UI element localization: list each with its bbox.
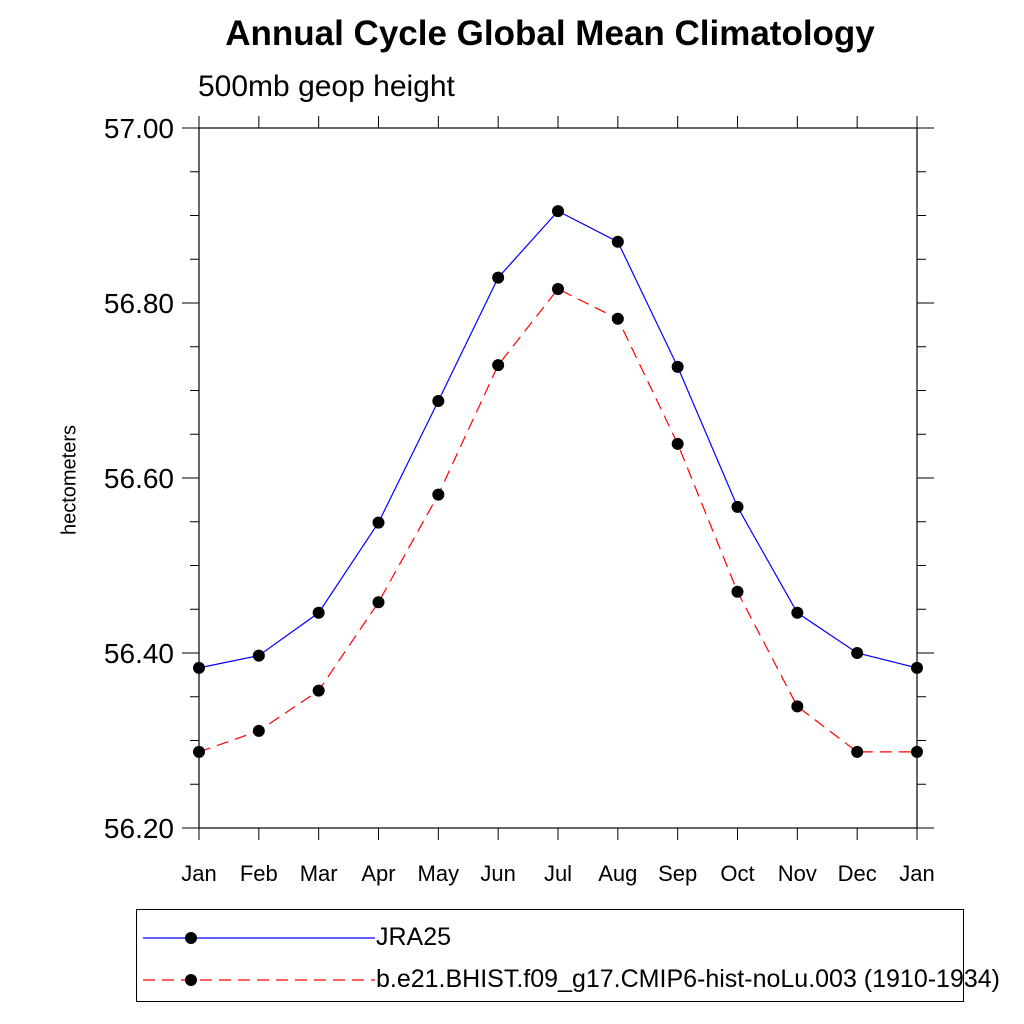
data-point-series-1 <box>372 596 385 609</box>
series-markers <box>193 205 923 758</box>
x-tick-label: Sep <box>658 861 697 886</box>
x-tick-label: Oct <box>720 861 754 886</box>
chart-title: Annual Cycle Global Mean Climatology <box>225 14 875 53</box>
data-point-series-1 <box>432 488 445 501</box>
data-point-series-1 <box>611 312 624 325</box>
legend-item-series-1: b.e21.BHIST.f09_g17.CMIP6-hist-noLu.003 … <box>137 960 1000 1000</box>
y-tick-labels: 56.20 56.40 56.60 56.80 57.00 <box>104 113 174 844</box>
y-tick-label: 56.80 <box>104 288 174 319</box>
x-tick-label: Mar <box>300 861 338 886</box>
data-point-series-1 <box>312 684 325 697</box>
axis-ticks <box>182 116 934 840</box>
chart-subtitle: 500mb geop height <box>198 70 455 103</box>
legend: JRA25 b.e21.BHIST.f09_g17.CMIP6-hist-noL… <box>136 909 1000 1002</box>
y-axis-label: hectometers <box>58 424 81 536</box>
y-tick-label: 56.40 <box>104 638 174 669</box>
x-tick-label: May <box>418 861 460 886</box>
y-tick-label: 56.60 <box>104 463 174 494</box>
plot-frame <box>198 127 918 829</box>
data-point-series-0 <box>671 360 684 373</box>
y-tick-label: 57.00 <box>104 113 174 144</box>
data-point-series-0 <box>851 647 864 659</box>
x-tick-label: Dec <box>838 861 877 886</box>
series-line-1 <box>198 288 917 753</box>
x-tick-label: Nov <box>778 861 817 886</box>
plot-border <box>198 127 918 829</box>
legend-swatch-series-1 <box>143 974 375 986</box>
data-point-series-1 <box>492 359 505 372</box>
data-point-series-1 <box>911 745 923 758</box>
x-tick-label: Feb <box>240 861 278 886</box>
legend-label-series-0: JRA25 <box>376 923 452 951</box>
x-tick-label: Aug <box>598 861 637 886</box>
x-tick-label: Jan <box>899 861 934 886</box>
data-point-series-0 <box>372 516 385 529</box>
data-point-series-0 <box>312 606 325 619</box>
data-point-series-0 <box>611 235 624 248</box>
data-point-series-0 <box>552 205 564 218</box>
data-point-series-0 <box>193 661 205 674</box>
data-point-series-0 <box>432 395 445 407</box>
series-line-0 <box>198 210 918 669</box>
legend-label-series-1: b.e21.BHIST.f09_g17.CMIP6-hist-noLu.003 … <box>376 965 1000 993</box>
data-point-series-0 <box>791 606 804 619</box>
data-point-series-1 <box>791 700 804 713</box>
y-tick-label: 56.20 <box>104 813 174 844</box>
data-point-series-0 <box>492 271 505 284</box>
data-point-series-0 <box>731 500 744 513</box>
data-point-series-1 <box>851 745 864 758</box>
legend-item-series-0: JRA25 <box>137 918 963 958</box>
data-point-series-1 <box>193 745 205 758</box>
x-tick-labels: Jan Feb Mar Apr May Jun Jul Aug Sep Oct Nov Dec Jan <box>181 861 934 886</box>
data-point-series-1 <box>671 437 684 450</box>
data-point-series-1 <box>731 585 744 598</box>
x-tick-label: Jul <box>544 861 572 886</box>
x-tick-label: Apr <box>361 861 395 886</box>
x-tick-label: Jun <box>480 861 515 886</box>
data-point-series-1 <box>552 283 564 295</box>
data-point-series-1 <box>252 724 265 737</box>
legend-swatch-series-0 <box>143 932 375 944</box>
data-point-series-0 <box>252 649 265 662</box>
x-tick-label: Jan <box>181 861 216 886</box>
data-point-series-0 <box>911 661 923 674</box>
